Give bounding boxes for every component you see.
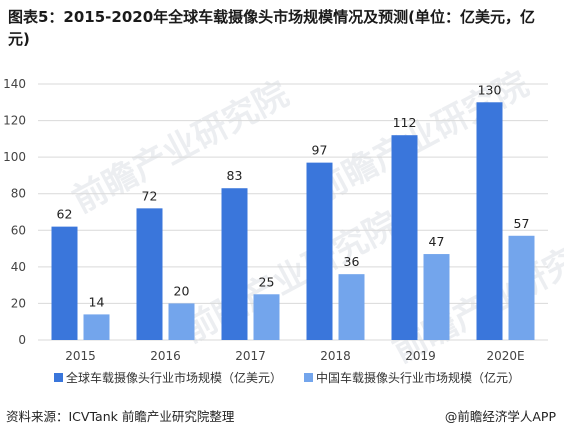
legend-label: 中国车载摄像头行业市场规模（亿元） [316, 370, 520, 385]
source-note: 资料来源：ICVTank 前瞻产业研究院整理 [6, 409, 235, 424]
data-label: 130 [478, 82, 502, 97]
x-tick-label: 2017 [235, 349, 266, 363]
bar [423, 254, 450, 340]
chart-title: 图表5：2015-2020年全球车载摄像头市场规模情况及预测(单位：亿美元，亿元… [8, 8, 536, 48]
data-label: 62 [57, 207, 73, 222]
data-label: 20 [174, 283, 190, 298]
data-label: 47 [429, 234, 445, 249]
bar [168, 303, 195, 340]
bar [51, 226, 78, 340]
bar [338, 274, 365, 340]
brand-credit: @前瞻经济学人APP [444, 409, 556, 424]
y-tick-label: 80 [11, 187, 26, 201]
bar [391, 135, 418, 340]
x-tick-label: 2019 [405, 349, 436, 363]
data-label: 57 [514, 216, 530, 231]
data-label: 36 [344, 254, 360, 269]
data-label: 112 [393, 115, 417, 130]
data-label: 14 [89, 294, 105, 309]
y-tick-label: 140 [3, 77, 26, 91]
bar [136, 208, 163, 340]
y-tick-label: 60 [11, 223, 26, 237]
x-tick-label: 2018 [320, 349, 351, 363]
y-tick-label: 40 [11, 260, 26, 274]
bar [253, 294, 280, 340]
y-tick-label: 20 [11, 296, 26, 310]
x-tick-label: 2020E [486, 349, 524, 363]
data-label: 97 [312, 143, 328, 158]
bar [306, 162, 333, 340]
legend-label: 全球车载摄像头行业市场规模（亿美元） [66, 370, 282, 385]
bar [508, 235, 535, 340]
x-tick-label: 2015 [65, 349, 96, 363]
data-label: 72 [142, 188, 158, 203]
bar [476, 102, 503, 341]
legend-swatch [304, 373, 313, 382]
y-tick-label: 100 [3, 150, 26, 164]
bar [83, 314, 110, 340]
legend-swatch [54, 373, 63, 382]
data-label: 25 [259, 274, 275, 289]
bar [221, 188, 248, 340]
y-tick-label: 0 [18, 333, 26, 347]
y-tick-label: 120 [3, 114, 26, 128]
data-label: 83 [227, 168, 243, 183]
x-tick-label: 2016 [150, 349, 181, 363]
